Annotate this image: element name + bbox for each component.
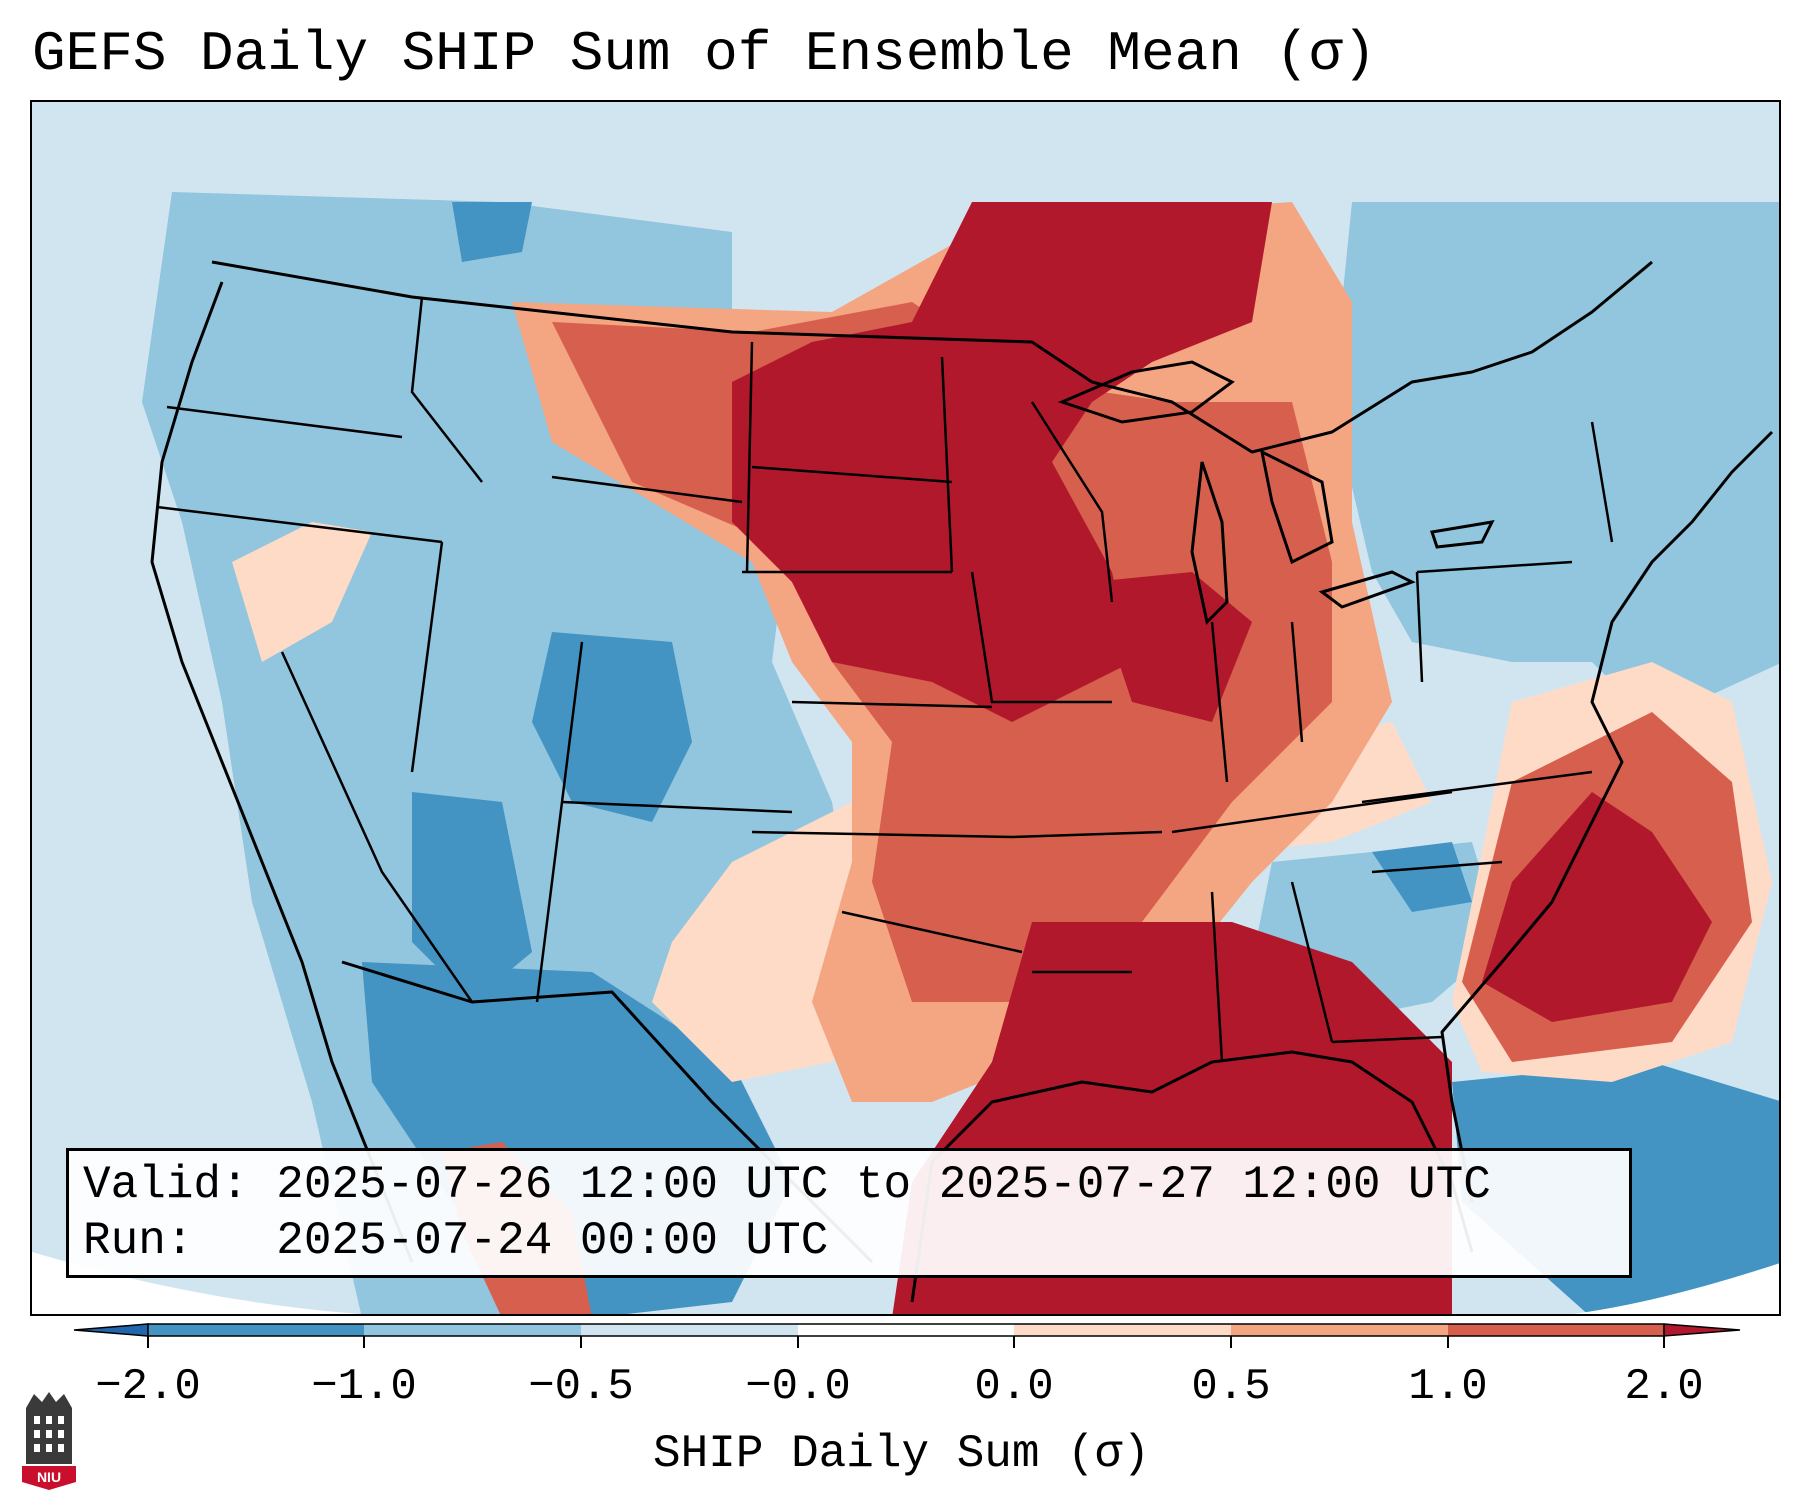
gulf-coast [910, 1050, 1474, 1303]
field-darkred-north-central [732, 202, 1272, 722]
colorbar-tick-label: −2.0 [95, 1362, 201, 1412]
colorbar-segment-7 [1448, 1324, 1664, 1336]
colorbar-ticks [147, 1336, 1665, 1348]
border-mo-ar [1011, 830, 1163, 839]
colorbar-outline [147, 1323, 1665, 1337]
map-panel [30, 100, 1781, 1316]
lake-ontario [1430, 520, 1495, 549]
border-nd-mn [940, 356, 954, 573]
lake-huron [1259, 449, 1334, 565]
border-co-nm [561, 800, 793, 814]
border-ms-al [1210, 891, 1224, 1063]
field-blue-nw [452, 202, 532, 262]
colorbar-tick-label: −1.0 [311, 1362, 417, 1412]
west-coast [150, 281, 414, 1263]
field-blue-east [1332, 202, 1779, 722]
great-lakes [1057, 360, 1495, 626]
field-salmon-nevada [232, 522, 372, 662]
border-va-nc [1361, 770, 1593, 804]
colorbar-segment-5 [1014, 1324, 1231, 1336]
border-ne-ks [791, 700, 993, 709]
colorbar-label: SHIP Daily Sum (σ) [653, 1428, 1150, 1480]
logo-text: NIU [37, 1469, 61, 1485]
border-il-in [1210, 621, 1229, 783]
border-in-oh [1290, 621, 1304, 743]
border-nc-sc [1371, 860, 1503, 874]
colorbar-segment-6 [1231, 1324, 1448, 1336]
valid-label: Valid: [83, 1159, 249, 1211]
colorbar-segment-3 [581, 1324, 798, 1336]
border-az-nm [535, 801, 564, 1003]
border-ny-vt [1590, 421, 1614, 543]
border-ok-tx [841, 910, 1023, 954]
colorbar-segment-2 [364, 1324, 581, 1336]
map-title: GEFS Daily SHIP Sum of Ensemble Mean (σ) [32, 22, 1377, 86]
run-label: Run: [83, 1215, 194, 1267]
lake-michigan [1190, 461, 1229, 626]
colorbar-tick-label: 0.0 [974, 1362, 1054, 1412]
projection-corner-right [1572, 1263, 1779, 1314]
border-pa-ny [1416, 560, 1573, 574]
field-blue-arizona [412, 792, 532, 1002]
colorbar-segment-1 [148, 1324, 364, 1336]
colorbar-tick-label: −0.5 [528, 1362, 634, 1412]
colorbar-extend-min [73, 1323, 149, 1337]
colorbar-tick-label: 0.5 [1191, 1362, 1271, 1412]
border-al-ga [1290, 881, 1334, 1043]
projection-corner-left [32, 1252, 360, 1314]
border-oh-pa [1415, 571, 1424, 683]
lake-superior [1057, 360, 1235, 424]
border-or-ca [156, 505, 443, 544]
field-blue-rockies [532, 632, 692, 822]
ship-field-map [32, 102, 1779, 1314]
border-nv-ut [410, 541, 444, 773]
valid-run-info-box: Valid: 2025-07-26 12:00 UTC to 2025-07-2… [66, 1148, 1632, 1278]
colorbar-extend-max [1663, 1323, 1741, 1337]
border-ks-ok [751, 830, 1013, 839]
field-darkred-atlantic [1482, 792, 1712, 1022]
colorbar [73, 1323, 1741, 1348]
border-ia-mo [970, 571, 1112, 704]
atlantic-coast [1440, 430, 1774, 1203]
lake-erie [1318, 570, 1416, 609]
border-ga-fl [1331, 1035, 1443, 1044]
border-mt-nd [745, 341, 754, 573]
colorbar-tick-label: −0.0 [745, 1362, 851, 1412]
valid-value: 2025-07-26 12:00 UTC to 2025-07-27 12:00… [276, 1159, 1491, 1211]
colorbar-tick-label: 1.0 [1408, 1362, 1488, 1412]
border-ut-co [560, 641, 584, 803]
niu-logo: NIU [22, 1392, 76, 1490]
colorbar-tick-label: 2.0 [1624, 1362, 1704, 1412]
state-borders [156, 296, 1614, 1063]
run-value: 2025-07-24 00:00 UTC [276, 1215, 829, 1267]
colorbar-segment-4 [798, 1324, 1014, 1336]
canada-us-border [211, 260, 1653, 454]
border-ca-az [280, 651, 474, 1003]
field-blue-sc [1372, 842, 1472, 912]
border-mt-wy [551, 475, 743, 504]
border-mn-wi [1030, 401, 1114, 603]
border-id-mt [410, 296, 483, 483]
border-nd-sd [751, 465, 953, 484]
field-darkred-midwest [1092, 572, 1252, 722]
border-wa-or [166, 405, 403, 439]
border-tn-ky [1171, 790, 1453, 834]
